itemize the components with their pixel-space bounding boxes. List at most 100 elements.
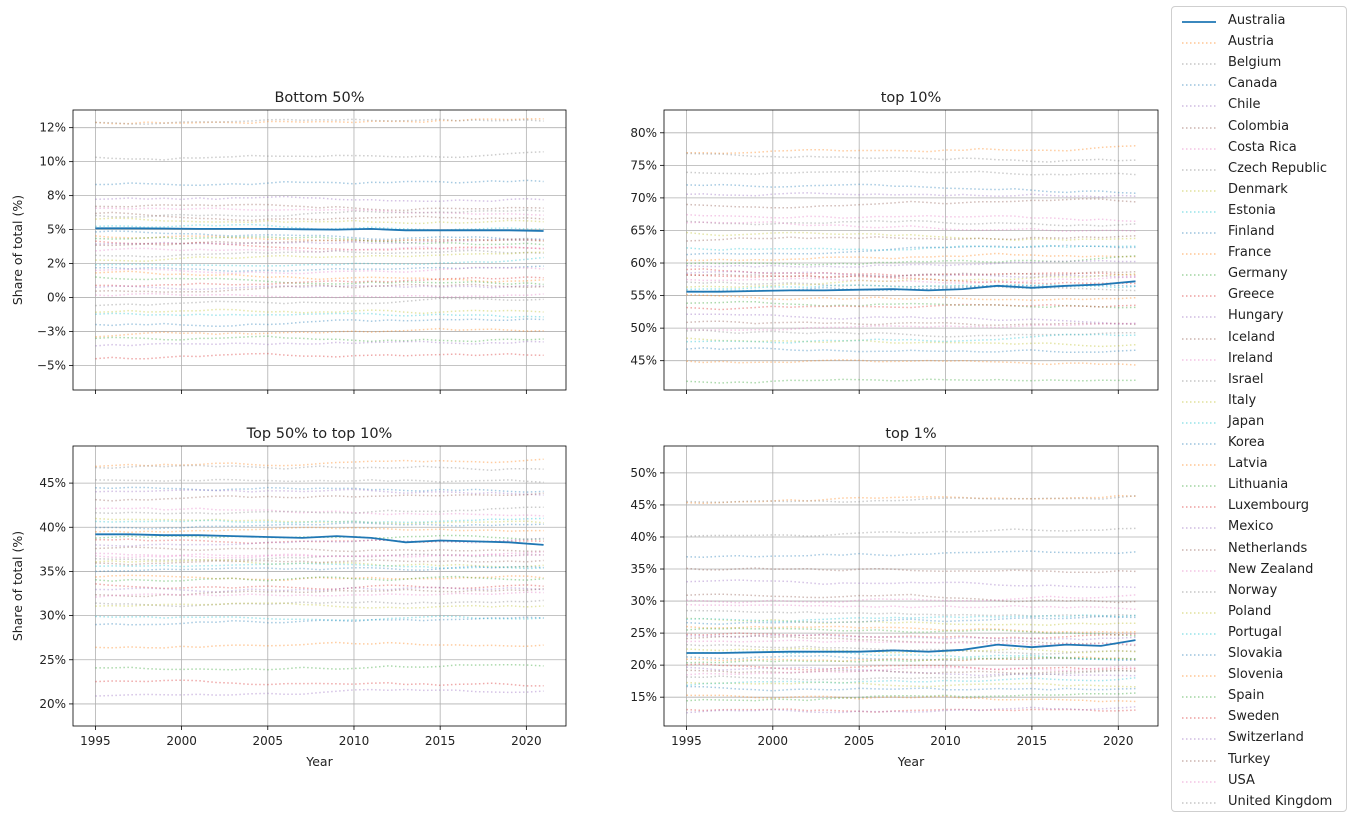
legend-swatch	[1182, 422, 1216, 424]
legend-entry: Sweden	[1172, 708, 1346, 728]
series-line-spain	[686, 378, 1136, 384]
series-line-new-zealand	[95, 591, 544, 598]
series-line-costa-rica	[95, 507, 544, 517]
series-line-usa	[686, 594, 1136, 604]
series-line-chile	[95, 488, 544, 496]
legend-label: USA	[1228, 772, 1255, 788]
series-line-australia	[686, 280, 1136, 293]
x-axis-label: Year	[305, 754, 333, 769]
legend-label: Latvia	[1228, 456, 1268, 472]
y-tick-label: 0%	[47, 291, 66, 305]
series-line-belgium	[95, 151, 544, 161]
series-line-estonia	[95, 517, 544, 524]
series-line-japan	[95, 562, 544, 570]
legend-label: Iceland	[1228, 329, 1276, 345]
legend-entry: New Zealand	[1172, 561, 1346, 581]
series-line-hungary	[95, 537, 544, 547]
series-line-slovakia	[686, 685, 1136, 692]
legend-label: Luxembourg	[1228, 498, 1310, 514]
legend-label: Netherlands	[1228, 540, 1308, 556]
series-line-latvia	[686, 293, 1136, 302]
legend-swatch	[1182, 485, 1216, 487]
legend-entry: Greece	[1172, 286, 1346, 306]
legend-entry: Germany	[1172, 265, 1346, 285]
legend-entry: Portugal	[1172, 624, 1346, 644]
series-line-korea	[686, 654, 1136, 662]
series-line-portugal	[95, 312, 544, 319]
series-line-czech-republic	[95, 209, 544, 218]
series-line-colombia	[95, 492, 544, 502]
series-line-costa-rica	[95, 207, 544, 216]
series-line-hungary	[686, 634, 1136, 641]
series-line-new-zealand	[95, 292, 544, 299]
legend-entry: Colombia	[1172, 118, 1346, 138]
y-tick-label: 75%	[630, 158, 657, 172]
legend-swatch	[1182, 379, 1216, 382]
series-line-turkey	[686, 567, 1136, 574]
legend-entry: Ireland	[1172, 350, 1346, 370]
series-line-australia	[95, 533, 544, 546]
series-line-australia	[686, 639, 1136, 654]
series-line-finland	[686, 615, 1136, 625]
y-tick-label: 12%	[39, 121, 66, 135]
subplot-2: 45% 50% 55% 60% 65% 70% 75% 80% top 10%	[630, 90, 1159, 394]
legend-swatch	[1182, 717, 1216, 720]
legend-entry: Finland	[1172, 223, 1346, 243]
legend-swatch	[1182, 316, 1216, 319]
series-line-poland	[686, 681, 1136, 688]
legend-entry: Estonia	[1172, 202, 1346, 222]
legend-label: France	[1228, 245, 1272, 261]
series-line-italy	[95, 251, 544, 262]
series-line-austria	[95, 458, 544, 468]
x-tick-label: 2020	[1103, 734, 1134, 748]
y-tick-label: 50%	[630, 321, 657, 335]
series-line-belgium	[686, 170, 1136, 176]
legend-swatch	[1182, 190, 1216, 192]
series-line-poland	[95, 308, 544, 315]
series-line-switzerland	[95, 688, 544, 697]
legend-swatch	[1182, 548, 1216, 551]
legend-swatch	[1182, 443, 1216, 445]
series-line-usa	[686, 221, 1136, 232]
series-line-united-kingdom	[95, 464, 544, 472]
series-line-france	[95, 526, 544, 534]
series-line-greece	[686, 632, 1136, 640]
legend-label: Slovakia	[1228, 646, 1283, 661]
legend-swatch	[1182, 274, 1216, 276]
series-line-greece	[95, 538, 544, 545]
series-line-ireland	[686, 276, 1136, 284]
y-tick-label: 70%	[630, 191, 657, 205]
legend-entry: Netherlands	[1172, 540, 1346, 560]
legend-entry: Switzerland	[1172, 729, 1346, 749]
series-line-norway	[95, 297, 544, 307]
series-line-mexico	[95, 284, 544, 291]
x-axis-label: Year	[897, 754, 925, 769]
legend-swatch	[1182, 126, 1216, 129]
legend-swatch	[1182, 21, 1216, 23]
legend-label: Spain	[1228, 688, 1265, 704]
legend-label: Italy	[1228, 392, 1257, 408]
series-line-poland	[686, 337, 1136, 348]
series-line-hungary	[95, 238, 544, 245]
series-line-netherlands	[95, 587, 544, 598]
series-line-slovenia	[686, 359, 1136, 366]
series-line-israel	[686, 281, 1136, 292]
series-line-lithuania	[95, 575, 544, 582]
y-tick-label: 30%	[39, 609, 66, 623]
series-line-slovakia	[95, 318, 544, 328]
legend-swatch	[1182, 63, 1216, 65]
series-line-finland	[686, 244, 1136, 256]
series-line-slovakia	[686, 347, 1136, 354]
series-line-slovakia	[95, 616, 544, 626]
series-line-luxembourg	[686, 663, 1136, 671]
legend-label: Canada	[1228, 76, 1278, 92]
y-tick-label: 20%	[39, 697, 66, 711]
legend-swatch	[1182, 590, 1216, 593]
series-line-mexico	[95, 586, 544, 593]
series-line-netherlands	[686, 669, 1136, 675]
x-tick-label: 2005	[844, 734, 875, 748]
y-tick-label: 45%	[630, 354, 657, 368]
legend-entry: Costa Rica	[1172, 139, 1346, 159]
legend-swatch	[1182, 612, 1216, 614]
legend-label: Finland	[1228, 224, 1275, 239]
